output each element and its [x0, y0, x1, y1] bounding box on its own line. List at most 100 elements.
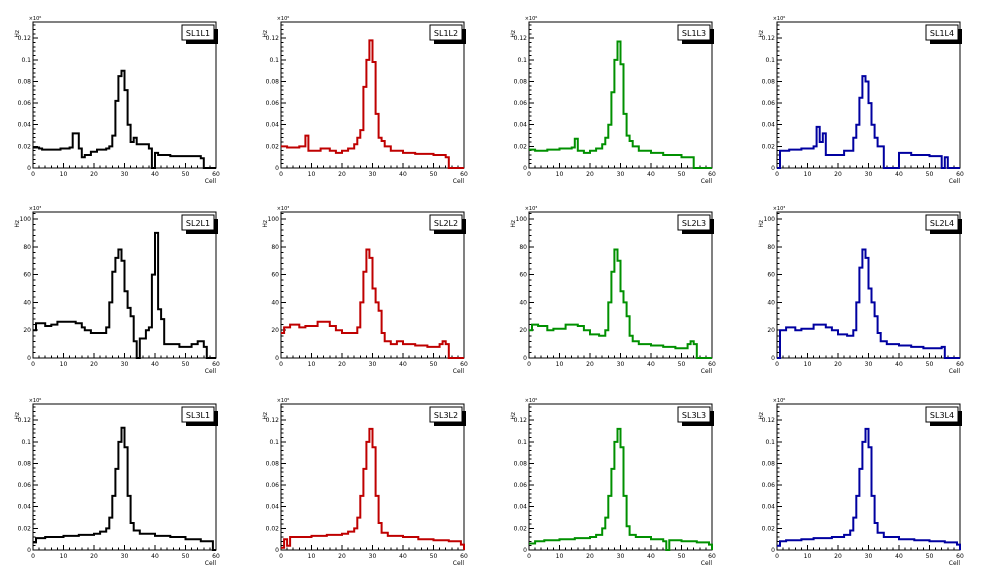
x-tick-label: 0 [279, 361, 283, 368]
histogram-series [777, 75, 960, 169]
legend-box [181, 406, 215, 423]
x-tick-label: 60 [460, 553, 468, 560]
y-tick-label: 0.1 [765, 439, 775, 446]
panel-sl3l3: 0 0.02 0.04 0.06 0.08 0.1 0.12 0 10 20 30 40 50 60Cel… [510, 398, 716, 567]
x-tick-label: 50 [678, 553, 686, 560]
y-tick-label: 100 [516, 216, 528, 223]
x-tick-label: 60 [212, 553, 220, 560]
y-tick-label: 0.08 [266, 78, 280, 85]
y-tick-label: 0.02 [762, 143, 776, 150]
x-axis-label: Cell [949, 178, 961, 185]
y-tick-label: 0.02 [514, 143, 528, 150]
histogram-series [777, 248, 960, 359]
y-tick-label: 0.12 [762, 35, 776, 42]
y-tick-label: 40 [767, 299, 775, 306]
legend-title: SL3L1 [186, 411, 210, 420]
x-tick-label: 10 [60, 553, 68, 560]
panel-sl1l4: 0 0.02 0.04 0.06 0.08 0.1 0.12 0 10 20 30 40 50 60Cel… [758, 16, 964, 185]
x-axis-label: Cell [205, 560, 217, 567]
x-tick-label: 40 [647, 361, 655, 368]
x-tick-label: 0 [31, 553, 35, 560]
x-axis-label: Cell [701, 368, 713, 375]
y-exponent-label: ×10⁶ [29, 16, 42, 22]
y-axis-label: Hz [14, 30, 21, 38]
x-tick-label: 0 [527, 361, 531, 368]
y-axis-label: Hz [14, 220, 21, 228]
y-tick-label: 0.02 [266, 143, 280, 150]
y-tick-label: 0.12 [18, 417, 32, 424]
legend-title: SL3L2 [434, 411, 458, 420]
x-tick-label: 60 [956, 553, 964, 560]
panel-sl1l2: 0 0.02 0.04 0.06 0.08 0.1 0.12 0 10 20 30 40 50 60Cel… [262, 16, 468, 185]
histogram-series [777, 427, 961, 550]
y-tick-label: 0 [771, 547, 775, 554]
x-tick-label: 30 [617, 361, 625, 368]
x-tick-label: 50 [430, 553, 438, 560]
x-tick-label: 60 [708, 171, 716, 178]
x-tick-label: 50 [926, 553, 934, 560]
y-exponent-label: ×10⁶ [773, 398, 786, 404]
y-tick-label: 80 [767, 244, 775, 251]
x-tick-label: 30 [369, 361, 377, 368]
x-tick-label: 0 [527, 171, 531, 178]
y-tick-label: 0.08 [18, 460, 32, 467]
x-tick-label: 60 [212, 171, 220, 178]
x-tick-label: 0 [279, 171, 283, 178]
x-tick-label: 10 [308, 553, 316, 560]
x-tick-label: 40 [399, 361, 407, 368]
y-tick-label: 0.04 [762, 504, 776, 511]
histogram-series [281, 427, 465, 550]
y-exponent-label: ×10⁶ [29, 398, 42, 404]
y-tick-label: 0.1 [269, 439, 279, 446]
y-tick-label: 0.06 [762, 100, 776, 107]
y-tick-label: 0.06 [266, 482, 280, 489]
x-tick-label: 50 [430, 361, 438, 368]
panel-sl3l4: 0 0.02 0.04 0.06 0.08 0.1 0.12 0 10 20 30 40 50 60Cel… [758, 398, 964, 567]
histogram-series [281, 39, 464, 169]
x-tick-label: 20 [586, 361, 594, 368]
y-tick-label: 80 [271, 244, 279, 251]
x-tick-label: 20 [834, 361, 842, 368]
y-tick-label: 0.1 [21, 439, 31, 446]
x-tick-label: 30 [617, 553, 625, 560]
y-tick-label: 0.04 [762, 122, 776, 129]
legend-title: SL2L1 [186, 219, 210, 228]
x-tick-label: 60 [460, 171, 468, 178]
x-tick-label: 40 [151, 361, 159, 368]
y-tick-label: 0.12 [514, 417, 528, 424]
y-exponent-label: ×10⁶ [277, 16, 290, 22]
y-tick-label: 0 [523, 547, 527, 554]
x-tick-label: 20 [338, 553, 346, 560]
y-exponent-label: ×10⁶ [773, 16, 786, 22]
y-tick-label: 0 [771, 355, 775, 362]
x-tick-label: 10 [804, 171, 812, 178]
y-tick-label: 40 [271, 299, 279, 306]
x-tick-label: 30 [369, 171, 377, 178]
x-axis-label: Cell [453, 178, 465, 185]
y-tick-label: 0.08 [266, 460, 280, 467]
x-tick-label: 50 [182, 361, 190, 368]
panel-sl1l3: 0 0.02 0.04 0.06 0.08 0.1 0.12 0 10 20 30 40 50 60Cel… [510, 16, 716, 185]
y-tick-label: 0.02 [514, 525, 528, 532]
y-tick-label: 80 [23, 244, 31, 251]
legend-title: SL1L2 [434, 29, 458, 38]
y-tick-label: 0.12 [266, 417, 280, 424]
x-tick-label: 60 [460, 361, 468, 368]
x-tick-label: 40 [895, 171, 903, 178]
legend-title: SL2L4 [930, 219, 954, 228]
y-axis-label: Hz [758, 220, 765, 228]
y-exponent-label: ×10⁶ [525, 16, 538, 22]
y-tick-label: 100 [764, 216, 776, 223]
y-tick-label: 0.08 [762, 78, 776, 85]
x-tick-label: 10 [556, 171, 564, 178]
y-tick-label: 20 [23, 327, 31, 334]
x-tick-label: 30 [617, 171, 625, 178]
y-tick-label: 100 [268, 216, 280, 223]
legend-box [429, 406, 463, 423]
x-tick-label: 20 [338, 361, 346, 368]
x-tick-label: 20 [834, 171, 842, 178]
x-tick-label: 60 [212, 361, 220, 368]
